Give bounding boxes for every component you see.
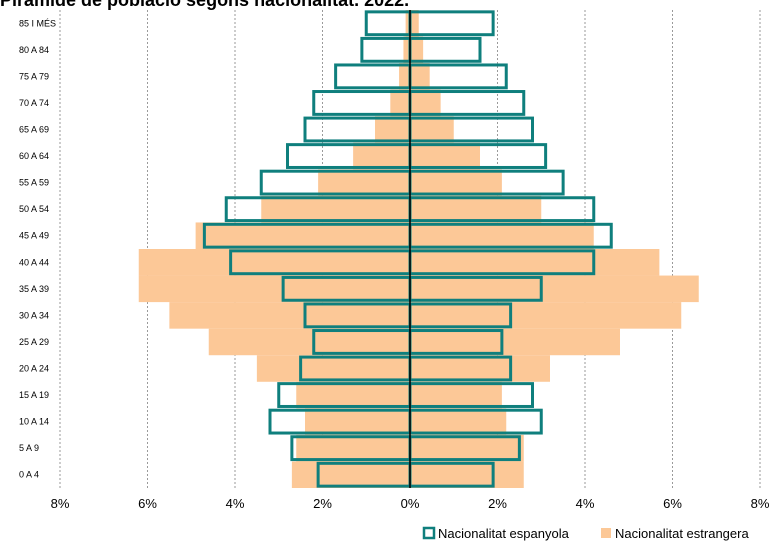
bar-foreign-left (318, 169, 410, 196)
bar-spanish-left (360, 36, 412, 63)
bar-foreign-right (410, 302, 682, 329)
y-tick-label: 60 A 64 (19, 151, 49, 161)
y-tick-label: 25 A 29 (19, 337, 49, 347)
bar-foreign-right (410, 89, 441, 117)
y-tick-label: 15 A 19 (19, 390, 49, 400)
x-tick-label: 8% (51, 496, 70, 511)
bar-foreign-right (410, 142, 480, 170)
x-tick-label: 4% (226, 496, 245, 511)
bar-foreign-right (410, 222, 594, 249)
y-tick-label: 85 I MÉS (19, 18, 56, 28)
bar-foreign-left (208, 328, 410, 356)
bar-foreign-left (305, 408, 410, 435)
bar-spanish-left (334, 63, 412, 90)
x-tick-label: 0% (401, 496, 420, 511)
x-tick-label: 6% (663, 496, 682, 511)
legend-label-foreign: Nacionalitat estrangera (615, 526, 749, 541)
legend-label-spanish: Nacionalitat espanyola (438, 526, 570, 541)
chart-title: Piràmide de població segons nacionalitat… (0, 0, 410, 10)
y-tick-label: 0 A 4 (19, 470, 39, 480)
bar-foreign-right (410, 195, 542, 223)
x-tick-label: 2% (313, 496, 332, 511)
x-tick-label: 6% (138, 496, 157, 511)
y-tick-label: 70 A 74 (19, 98, 49, 108)
bar-foreign-left (195, 222, 410, 249)
bar-foreign-left (390, 89, 410, 117)
y-tick-label: 50 A 54 (19, 204, 49, 214)
bar-foreign-right (410, 275, 699, 303)
y-tick-label: 35 A 39 (19, 284, 49, 294)
bar-foreign-right (410, 381, 502, 409)
bar-foreign-left (399, 63, 410, 90)
bar-foreign-left (261, 195, 410, 223)
bar-foreign-right (410, 10, 419, 37)
y-tick-label: 5 A 9 (19, 443, 39, 453)
bar-foreign-right (410, 408, 507, 435)
bar-foreign-right (410, 355, 550, 382)
bar-foreign-left (353, 142, 410, 170)
x-tick-label: 8% (751, 496, 770, 511)
y-tick-label: 10 A 14 (19, 417, 49, 427)
bar-foreign-left (403, 36, 410, 64)
y-tick-label: 80 A 84 (19, 45, 49, 55)
bar-foreign-right (410, 63, 430, 90)
y-tick-label: 40 A 44 (19, 257, 49, 267)
x-tick-label: 4% (576, 496, 595, 511)
bar-foreign-right (410, 169, 502, 196)
y-tick-label: 75 A 79 (19, 71, 49, 81)
bar-foreign-left (296, 381, 410, 409)
bar-foreign-left (138, 249, 410, 276)
bar-foreign-left (375, 116, 410, 143)
legend-swatch-spanish (422, 526, 436, 540)
bar-foreign-left (169, 302, 410, 329)
bar-foreign-right (410, 116, 454, 143)
bar-spanish-left (364, 10, 412, 37)
bar-foreign-left (256, 355, 410, 382)
bar-foreign-right (410, 36, 424, 64)
y-tick-label: 20 A 24 (19, 364, 49, 374)
bar-foreign-right (410, 461, 524, 488)
bar-foreign-left (405, 10, 410, 37)
y-tick-label: 45 A 49 (19, 231, 49, 241)
y-tick-label: 55 A 59 (19, 178, 49, 188)
legend-swatch-foreign (601, 528, 611, 538)
bar-foreign-left (138, 275, 410, 303)
bar-foreign-right (410, 434, 524, 462)
y-tick-label: 30 A 34 (19, 310, 49, 320)
bar-foreign-left (291, 461, 410, 488)
y-tick-label: 65 A 69 (19, 125, 49, 135)
bar-foreign-right (410, 249, 660, 276)
x-tick-label: 2% (488, 496, 507, 511)
bar-foreign-right (410, 328, 620, 356)
bar-spanish-right (408, 10, 495, 37)
bar-foreign-left (296, 434, 410, 462)
